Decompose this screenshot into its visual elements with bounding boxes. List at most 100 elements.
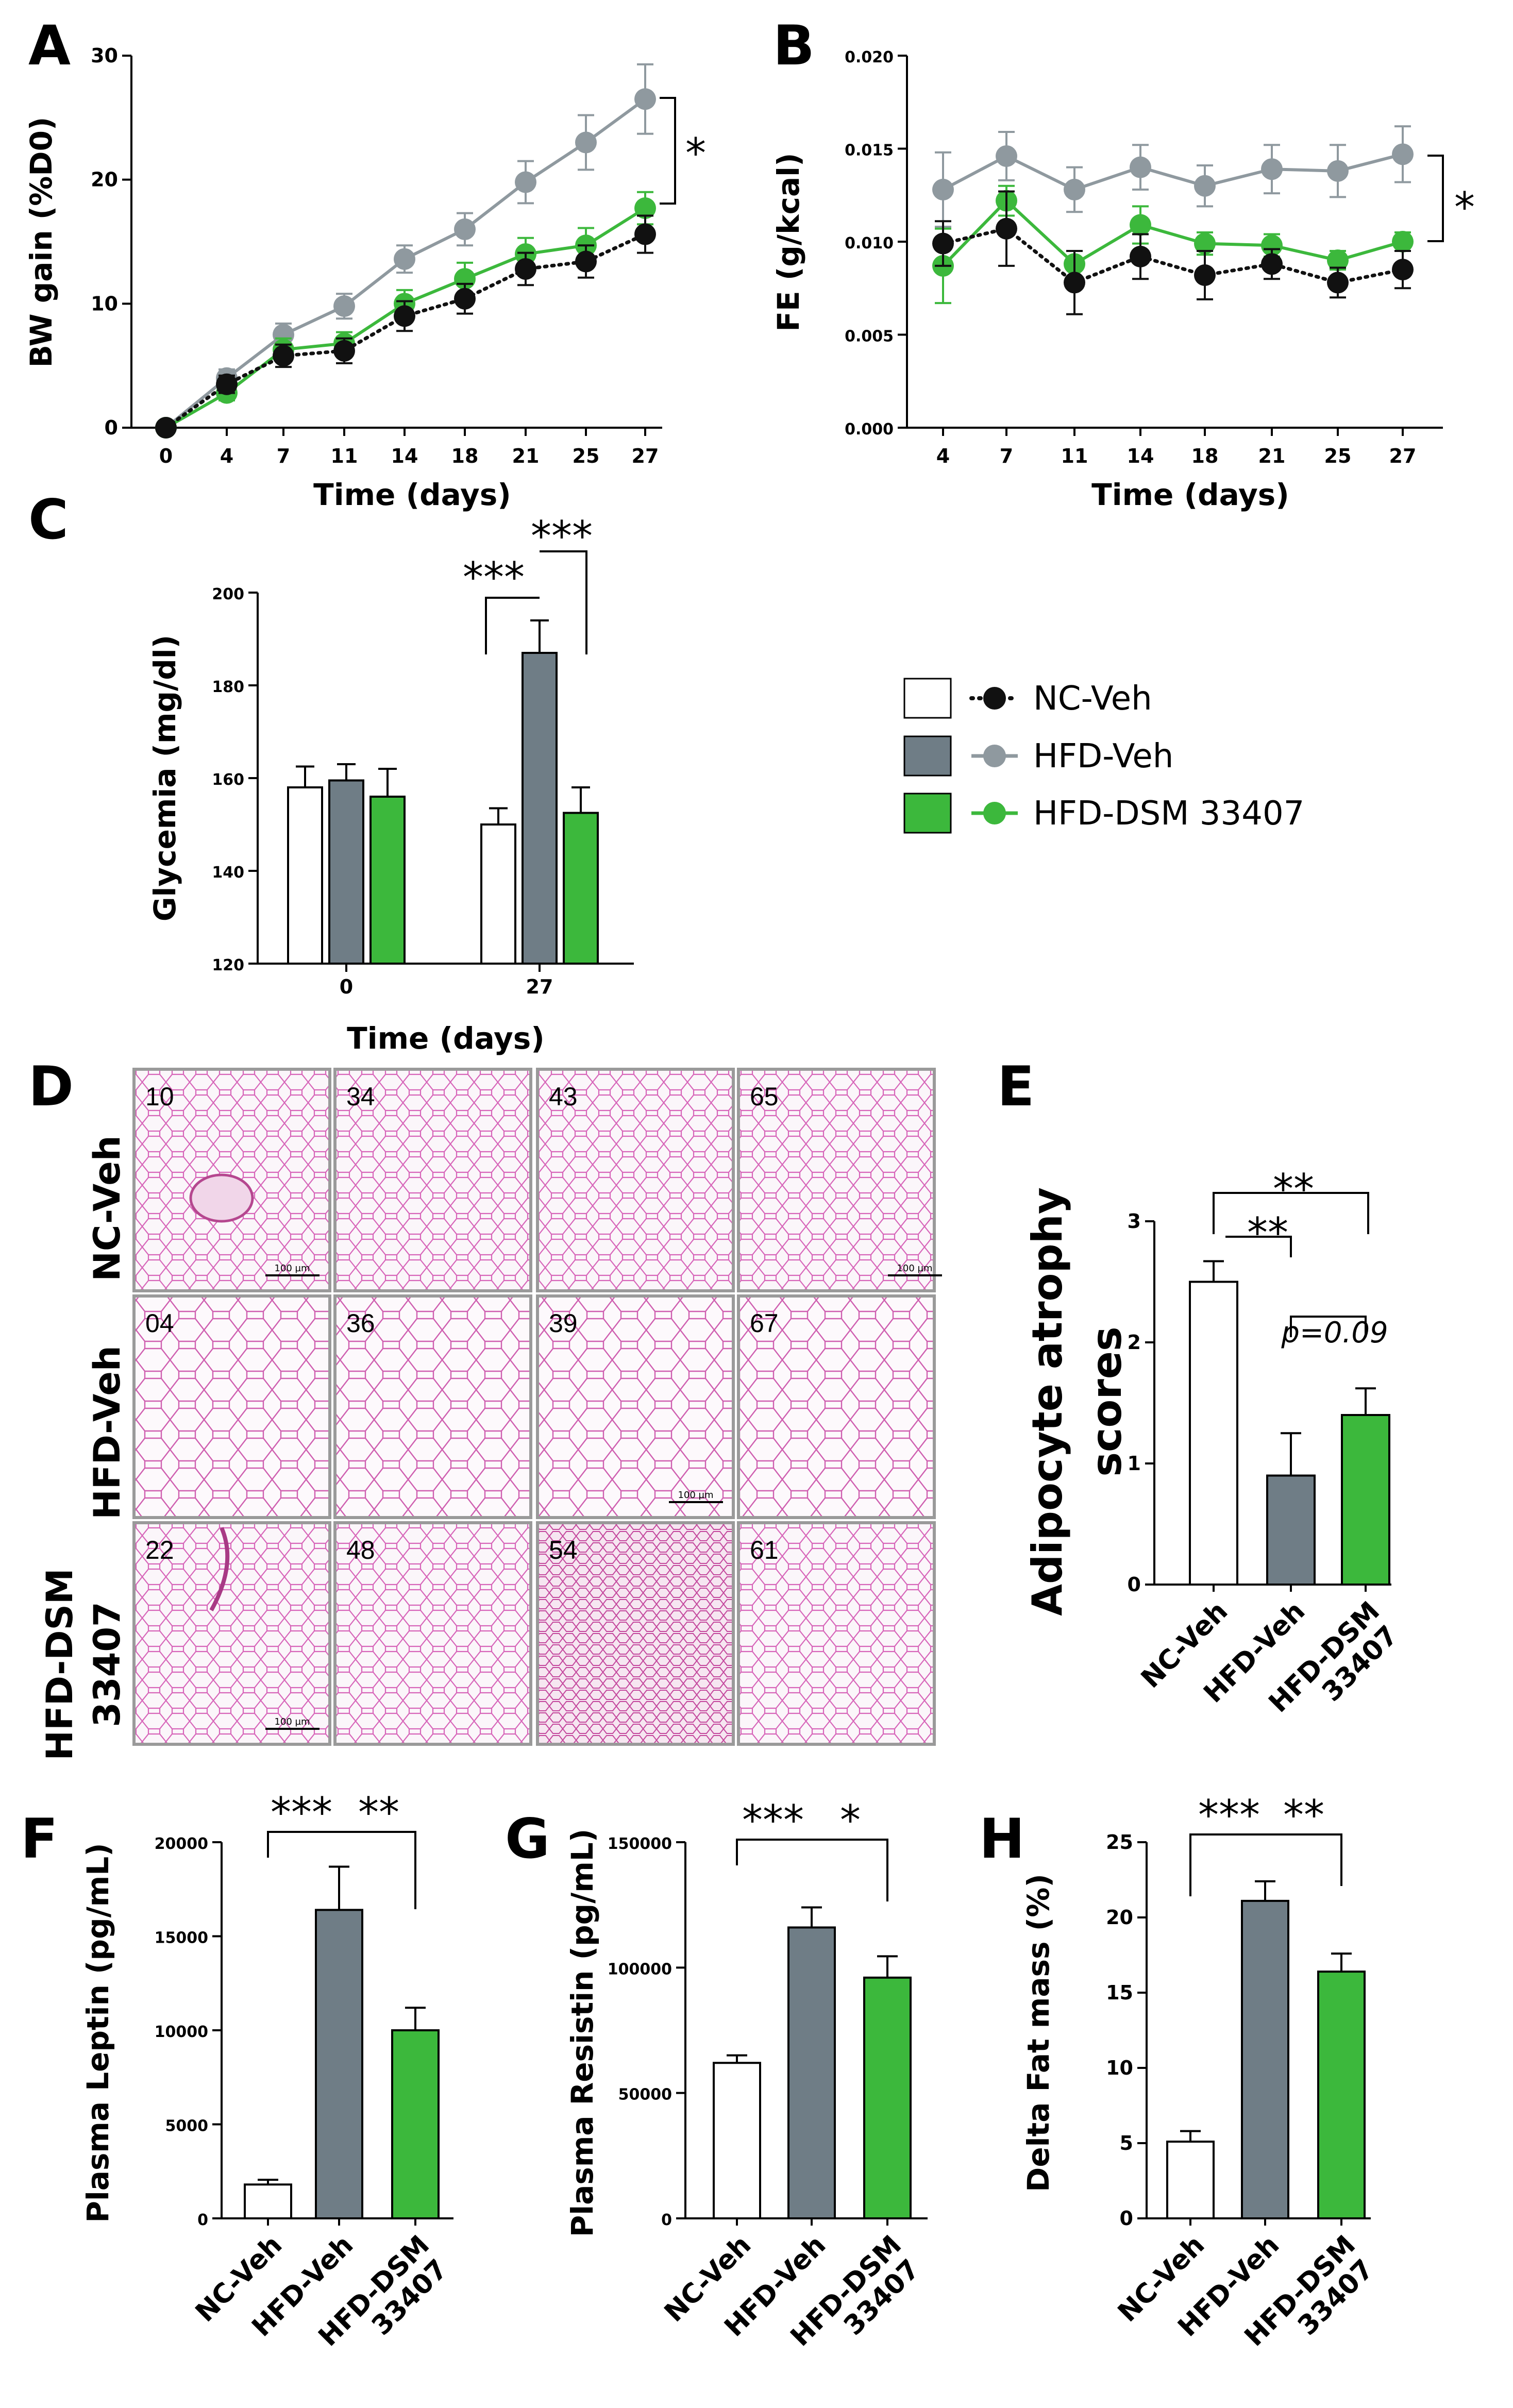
chart-a-point-hfd-veh: [394, 248, 415, 270]
chart-c-y-tick-label: 200: [212, 585, 244, 603]
panel-label-a: A: [28, 14, 71, 77]
panel-label-c: C: [28, 488, 69, 551]
chart-h-y-title: Delta Fat mass (%): [1021, 1874, 1056, 2192]
scale-bar-label: 100 µm: [274, 1716, 310, 1727]
chart-c-y-title: Glycemia (mg/dl): [147, 635, 182, 921]
legend-marker: [983, 745, 1006, 767]
chart-b-point-hfd-dsm-33407: [1194, 232, 1216, 255]
chart-e-sig2-bracket: [1225, 1236, 1292, 1257]
chart-e-y-title-line2: scores: [1083, 1326, 1131, 1476]
chart-e-sig3-bracket: [1290, 1316, 1367, 1337]
histology-image: [536, 1068, 735, 1292]
chart-a-bw-gain: 0 10 20 30 0 4 7 11 14 18 21 25 27 Time (days) BW gain…: [24, 44, 706, 512]
legend-label: HFD-DSM 33407: [1033, 795, 1304, 833]
chart-b-line-hfd-dsm-33407: [942, 198, 1403, 267]
chart-c-errbar-hfd-veh: [530, 619, 549, 653]
chart-b-point-hfd-veh: [1130, 156, 1151, 178]
panel-label-b: B: [773, 14, 815, 77]
chart-a-x-tick-label: 21: [512, 445, 540, 467]
chart-f-y-tick-label: 20000: [155, 1835, 208, 1853]
chart-f-significance: ***: [271, 1789, 332, 1837]
chart-b-point-hfd-dsm-33407: [1327, 249, 1349, 272]
chart-b-bracket: [1427, 155, 1444, 242]
chart-a-y-tick-label: 30: [91, 44, 118, 67]
histology-image: [132, 1294, 331, 1519]
chart-b-x-tick-label: 21: [1258, 445, 1286, 467]
chart-e-errbar-nc-veh: [1203, 1260, 1224, 1282]
chart-b-y-tick-label: 0.005: [845, 328, 894, 346]
chart-b-y-tick-label: 0.020: [845, 48, 894, 66]
chart-b-x-tick-label: 18: [1191, 445, 1219, 467]
chart-a-point-nc-veh: [216, 373, 238, 395]
chart-c-errbar-nc-veh: [296, 765, 314, 787]
histology-image: [737, 1521, 936, 1746]
chart-g-y-title: Plasma Resistin (pg/mL): [565, 1829, 600, 2237]
histology-vessel: [189, 1173, 254, 1223]
chart-b-point-hfd-veh: [932, 178, 954, 200]
chart-c-sig2-bracket: [540, 550, 587, 654]
chart-b-feed-efficiency: 0.000 0.005 0.010 0.015 0.020 4 7 11 14 18 21 25 27 T…: [771, 48, 1475, 512]
chart-b-point-hfd-veh: [1194, 175, 1216, 197]
chart-f-significance: **: [358, 1789, 399, 1837]
chart-c-sig1-bracket: [485, 597, 540, 654]
chart-f-bar-nc-veh: [244, 2183, 292, 2219]
chart-h-bar-hfd-dsm-33407: [1317, 1971, 1366, 2220]
chart-b-point-hfd-dsm-33407: [1392, 231, 1414, 252]
chart-g-y-tick-label: 100000: [608, 1960, 672, 1978]
panel-label-d: D: [28, 1055, 74, 1118]
chart-a-y-tick-label: 0: [105, 416, 118, 439]
chart-a-x-tick-label: 4: [220, 445, 233, 467]
histology-sample-id: 04: [145, 1309, 174, 1338]
chart-e-y-tick-label: 2: [1128, 1331, 1141, 1354]
chart-g-significance: ***: [742, 1796, 804, 1844]
chart-c-errbar-nc-veh: [489, 807, 508, 824]
histology-row-label-nc-veh: NC-Veh: [86, 1135, 128, 1281]
chart-a-x-title: Time (days): [313, 477, 511, 512]
chart-c-significance: ***: [531, 512, 593, 560]
chart-c-bar-hfd-dsm-33407: [369, 796, 406, 965]
legend-marker: [983, 802, 1006, 824]
chart-g-bar-nc-veh: [713, 2062, 761, 2219]
histology-image: [132, 1521, 331, 1746]
chart-g-plasma-resistin: 050000100000150000NC-VehHFD-VehHFD-DSM33…: [565, 1796, 928, 2352]
histology-row-label-hfd-dsm: HFD-DSM: [39, 1568, 81, 1760]
chart-e-y-tick-label: 0: [1128, 1573, 1141, 1596]
chart-b-y-tick-label: 0.010: [845, 234, 894, 252]
chart-a-point-nc-veh: [634, 223, 656, 245]
chart-c-x-tick-label: 0: [340, 975, 353, 998]
chart-c-errbar-hfd-dsm-33407: [571, 786, 590, 813]
chart-c-y-tick-label: 180: [212, 678, 244, 696]
chart-b-point-hfd-veh: [1261, 158, 1283, 180]
histology-image: [333, 1294, 532, 1519]
chart-f-y-tick-label: 15000: [155, 1929, 208, 1947]
chart-e-bar-hfd-dsm-33407: [1341, 1414, 1390, 1586]
chart-c-y-tick-label: 160: [212, 771, 244, 789]
histology-vessel: [209, 1527, 230, 1611]
chart-h-errbar-hfd-dsm-33407: [1331, 1952, 1352, 1972]
chart-a-point-nc-veh: [155, 417, 177, 439]
chart-g-significance: *: [840, 1796, 861, 1844]
chart-b-point-nc-veh: [1064, 272, 1085, 294]
histology-sample-id: 54: [549, 1536, 578, 1564]
chart-a-point-hfd-dsm-33407: [634, 197, 656, 220]
chart-c-significance: ***: [463, 553, 525, 601]
chart-f-y-tick-label: 0: [197, 2211, 208, 2229]
chart-h-y-tick-label: 15: [1106, 1981, 1133, 2004]
histology-image: [737, 1294, 936, 1519]
chart-a-point-hfd-veh: [273, 324, 294, 346]
panel-label-e: E: [997, 1055, 1034, 1118]
chart-h-bar-hfd-veh: [1241, 1899, 1289, 2219]
chart-h-y-tick-label: 0: [1120, 2207, 1133, 2230]
chart-f-errbar-nc-veh: [258, 2179, 278, 2185]
histology-sample-id: 61: [750, 1536, 779, 1564]
chart-b-point-nc-veh: [1327, 272, 1349, 294]
chart-g-sig2-bracket: [812, 1839, 888, 1901]
chart-a-point-nc-veh: [394, 305, 415, 327]
chart-b-x-title: Time (days): [1091, 477, 1289, 512]
chart-b-point-hfd-dsm-33407: [1130, 214, 1151, 236]
chart-b-point-nc-veh: [1261, 253, 1283, 275]
histology-sample-id: 43: [549, 1082, 578, 1111]
histology-sample-id: 34: [346, 1082, 375, 1111]
chart-a-x-tick-label: 18: [451, 445, 479, 467]
